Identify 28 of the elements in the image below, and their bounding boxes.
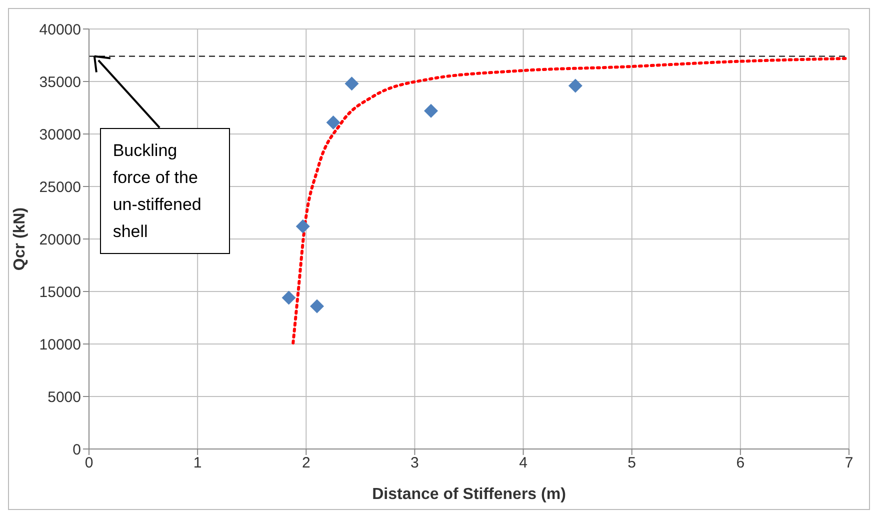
- x-tick-label: 3: [410, 454, 419, 472]
- point: [424, 104, 438, 118]
- line-series: [292, 56, 849, 344]
- y-tick-label: 30000: [39, 126, 81, 144]
- x-axis-title: Distance of Stiffeners (m): [372, 486, 566, 503]
- y-tick-label: 10000: [39, 336, 81, 354]
- y-tick-label: 0: [72, 441, 81, 458]
- y-tick-label: 35000: [39, 74, 81, 91]
- x-tick-label: 5: [628, 454, 636, 472]
- y-tick-label: 25000: [39, 178, 81, 196]
- x-tick-label: 7: [844, 454, 854, 472]
- point: [282, 290, 296, 305]
- y-axis-title: Qcr (kN): [12, 207, 29, 271]
- x-tick-label: 4: [519, 454, 528, 472]
- y-tick-label: 20000: [39, 231, 81, 248]
- point: [326, 115, 340, 130]
- point: [568, 78, 582, 93]
- y-tick-label: 5000: [48, 388, 81, 406]
- point: [344, 76, 359, 91]
- x-tick-label: 0: [84, 454, 94, 472]
- point: [310, 299, 324, 314]
- x-tick-label: 2: [302, 454, 310, 472]
- annotation: Buckling force of the un-stiffened shell: [100, 128, 230, 254]
- x-tick-label: 1: [193, 454, 202, 472]
- x-tick-label: 6: [736, 454, 745, 472]
- point: [296, 219, 310, 234]
- y-tick-label: 40000: [39, 21, 81, 38]
- y-tick-label: 15000: [39, 284, 81, 301]
